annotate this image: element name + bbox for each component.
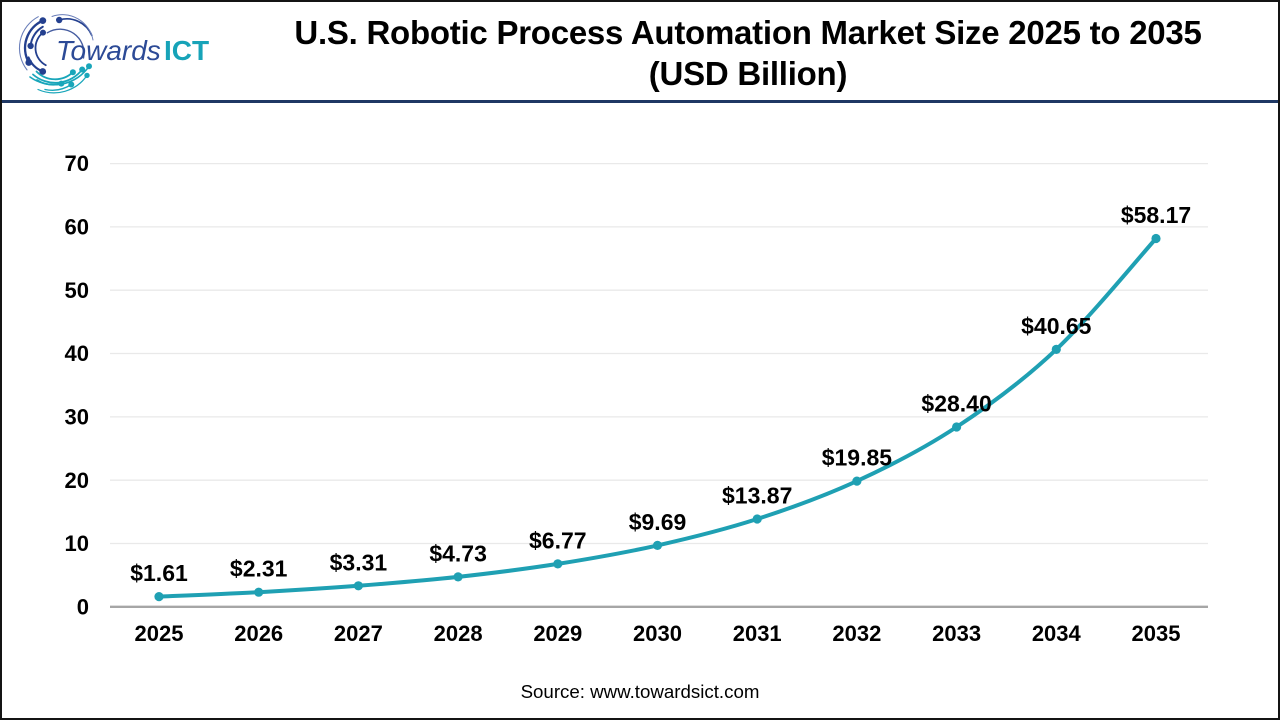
svg-text:$2.31: $2.31 xyxy=(230,556,288,582)
svg-text:2028: 2028 xyxy=(434,621,483,646)
svg-text:60: 60 xyxy=(65,215,89,240)
svg-text:30: 30 xyxy=(65,405,89,430)
svg-text:$4.73: $4.73 xyxy=(429,540,487,566)
svg-text:2030: 2030 xyxy=(633,621,682,646)
svg-text:$6.77: $6.77 xyxy=(529,527,587,553)
svg-text:40: 40 xyxy=(65,341,89,366)
svg-text:$40.65: $40.65 xyxy=(1021,313,1092,339)
svg-text:$3.31: $3.31 xyxy=(330,549,388,575)
svg-text:2032: 2032 xyxy=(832,621,881,646)
svg-text:2029: 2029 xyxy=(533,621,582,646)
svg-text:2031: 2031 xyxy=(733,621,782,646)
svg-text:$58.17: $58.17 xyxy=(1121,202,1191,228)
svg-text:Source: www.towardsict.com: Source: www.towardsict.com xyxy=(521,681,760,702)
svg-text:ICT: ICT xyxy=(164,35,209,66)
svg-text:2027: 2027 xyxy=(334,621,383,646)
svg-text:70: 70 xyxy=(65,151,89,176)
svg-text:0: 0 xyxy=(77,594,89,619)
svg-text:2025: 2025 xyxy=(135,621,184,646)
svg-text:$1.61: $1.61 xyxy=(130,560,188,586)
svg-text:2035: 2035 xyxy=(1132,621,1181,646)
svg-text:20: 20 xyxy=(65,468,89,493)
svg-text:$19.85: $19.85 xyxy=(822,445,893,471)
svg-text:2034: 2034 xyxy=(1032,621,1082,646)
svg-text:50: 50 xyxy=(65,278,89,303)
svg-text:2033: 2033 xyxy=(932,621,981,646)
svg-text:10: 10 xyxy=(65,531,89,556)
svg-text:$13.87: $13.87 xyxy=(722,483,792,509)
svg-text:$28.40: $28.40 xyxy=(921,391,991,417)
svg-text:2026: 2026 xyxy=(234,621,283,646)
svg-text:Towards: Towards xyxy=(56,35,161,66)
svg-text:$9.69: $9.69 xyxy=(629,509,687,535)
